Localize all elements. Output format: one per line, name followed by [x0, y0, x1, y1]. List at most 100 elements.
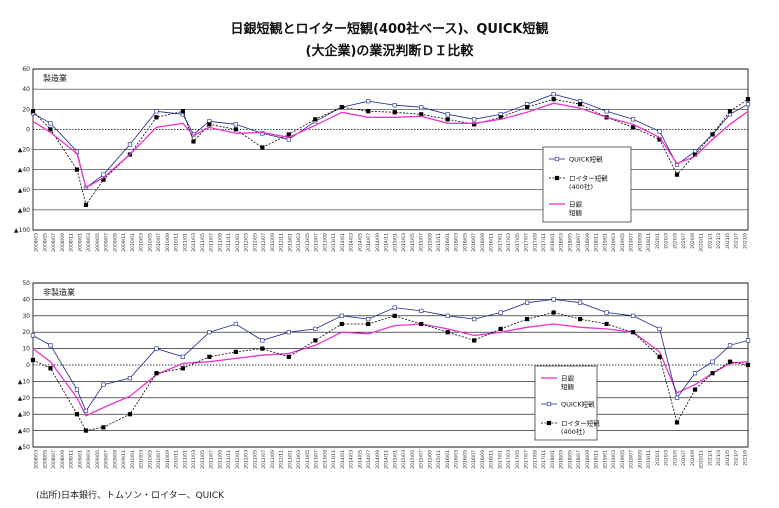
x-tick-label: 2015/11: [436, 233, 442, 252]
data-point-reuters: [180, 109, 185, 114]
data-point-quick: [154, 346, 159, 351]
x-tick-label: 2021/1: [707, 450, 713, 466]
data-point-reuters: [551, 310, 556, 315]
x-tick-label: 2009/07: [104, 233, 110, 252]
series-line-boj: [32, 323, 749, 417]
data-point-quick: [630, 313, 636, 318]
data-point-quick: [366, 316, 371, 322]
x-tick-label: 2010/07: [156, 233, 162, 252]
y-tick-label: ▲10: [18, 378, 30, 385]
data-point-reuters: [286, 354, 291, 359]
x-tick-label: 2010/05: [147, 450, 153, 469]
x-tick-label: 2017/03: [506, 233, 512, 252]
x-tick-label: 2021/9: [743, 233, 749, 249]
x-tick-label: 2011/05: [200, 233, 206, 252]
data-point-reuters: [551, 97, 556, 102]
x-tick-label: 2019/05: [620, 233, 626, 252]
x-tick-label: 2013/07: [314, 450, 320, 469]
x-tick-label: 2015/11: [436, 450, 442, 469]
data-point-quick: [745, 102, 751, 107]
data-point-reuters: [83, 202, 89, 207]
x-tick-label: 2013/05: [305, 233, 311, 252]
x-tick-label: 2019/11: [646, 450, 652, 469]
x-tick-label: 2019/05: [620, 450, 626, 469]
data-point-reuters: [101, 425, 106, 430]
y-tick-label: 30: [22, 313, 30, 320]
y-tick-label: 20: [22, 106, 30, 113]
x-tick-label: 2020/1: [655, 450, 661, 466]
x-tick-label: 2020/11: [699, 233, 705, 252]
y-tick-label: 60: [22, 66, 30, 73]
x-tick-label: 2019/03: [611, 233, 617, 252]
series-line-boj: [32, 102, 749, 189]
x-tick-label: 2017/05: [515, 450, 521, 469]
x-tick-label: 2019/09: [637, 450, 643, 469]
x-tick-label: 2010/05: [147, 233, 153, 252]
x-tick-label: 2018/03: [559, 233, 565, 252]
x-tick-label: 2015/05: [410, 450, 416, 469]
y-tick-label: ▲100: [14, 227, 30, 234]
x-tick-label: 2014/09: [375, 450, 381, 469]
x-tick-label: 2013/11: [331, 450, 337, 469]
x-tick-label: 2017/11: [541, 233, 547, 252]
legend-sublabel-boj: 短観: [569, 208, 583, 217]
x-tick-label: 2017/11: [541, 450, 547, 469]
y-tick-label: ▲60: [18, 187, 30, 194]
x-tick-label: 2009/03: [86, 450, 92, 469]
data-point-quick: [578, 300, 583, 305]
data-point-quick: [392, 103, 397, 108]
x-tick-label: 2016/03: [454, 233, 460, 252]
data-point-reuters: [48, 127, 53, 132]
data-point-reuters: [727, 109, 733, 114]
x-tick-label: 2008/05: [42, 233, 48, 252]
data-point-reuters: [339, 105, 344, 110]
x-tick-label: 2008/03: [34, 450, 40, 469]
data-point-quick: [630, 117, 636, 122]
x-tick-label: 2016/09: [480, 233, 486, 252]
data-point-reuters: [207, 354, 212, 359]
x-tick-label: 2016/05: [462, 450, 468, 469]
data-point-quick: [445, 313, 450, 318]
data-point-quick: [127, 376, 133, 381]
data-point-quick: [472, 117, 477, 122]
data-point-quick: [745, 338, 751, 343]
legend-sublabel-boj: 短観: [561, 382, 575, 391]
data-point-quick: [30, 333, 36, 338]
legend-marker-reuters: [546, 420, 552, 426]
x-tick-label: 2009/11: [121, 450, 127, 469]
data-point-quick: [445, 112, 450, 117]
x-tick-label: 2018/11: [594, 233, 600, 252]
x-tick-label: 2018/07: [576, 450, 582, 469]
x-tick-label: 2018/01: [550, 233, 556, 252]
legend-marker-reuters: [554, 175, 560, 181]
x-tick-label: 2018/11: [594, 450, 600, 469]
x-tick-label: 2017/09: [532, 233, 538, 252]
data-point-quick: [551, 297, 556, 302]
x-tick-label: 2010/07: [156, 450, 162, 469]
x-tick-label: 2017/07: [524, 233, 530, 252]
x-tick-label: 2012/01: [235, 233, 241, 252]
x-tick-label: 2018/09: [585, 450, 591, 469]
chart-title-line1: 日銀短観とロイター短観(400社ベース)、QUICK短観: [230, 22, 549, 37]
x-tick-label: 2013/03: [296, 450, 302, 469]
x-tick-label: 2011/03: [191, 450, 197, 469]
data-point-quick: [604, 109, 609, 114]
x-tick-label: 2012/07: [261, 450, 267, 469]
x-tick-label: 2008/11: [69, 233, 75, 252]
data-point-reuters: [710, 371, 715, 376]
legend-label-quick: QUICK短観: [561, 400, 595, 409]
x-tick-label: 2020/5: [672, 233, 678, 249]
data-point-reuters: [525, 105, 530, 110]
data-point-reuters: [498, 326, 503, 332]
x-tick-label: 2008/03: [34, 233, 40, 252]
x-tick-label: 2020/11: [699, 450, 705, 469]
x-tick-label: 2020/9: [690, 450, 696, 466]
data-point-quick: [233, 321, 238, 327]
x-tick-label: 2020/7: [681, 450, 687, 466]
data-point-quick: [692, 371, 698, 376]
x-tick-label: 2009/05: [95, 450, 101, 469]
x-tick-label: 2018/05: [567, 233, 573, 252]
data-point-reuters: [472, 338, 477, 343]
x-tick-label: 2010/03: [139, 450, 145, 469]
data-point-reuters: [260, 145, 265, 150]
